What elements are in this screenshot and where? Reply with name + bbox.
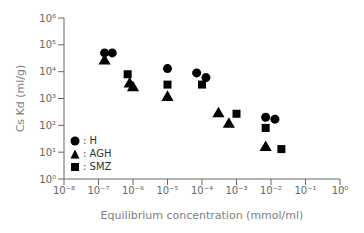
- svg-text:10⁴: 10⁴: [39, 66, 56, 77]
- svg-text:10⁻⁸: 10⁻⁸: [53, 185, 75, 196]
- svg-text:10⁻⁵: 10⁻⁵: [156, 185, 178, 196]
- html-text:: SMZ: : SMZ: [83, 161, 112, 172]
- svg-text:10⁻³: 10⁻³: [225, 185, 247, 196]
- svg-text:10⁻⁷: 10⁻⁷: [87, 185, 109, 196]
- svg-text:10⁰: 10⁰: [39, 174, 56, 185]
- svg-text:10⁶: 10⁶: [39, 13, 56, 24]
- svg-text:10⁻¹: 10⁻¹: [294, 185, 316, 196]
- svg-text:10⁵: 10⁵: [39, 39, 56, 50]
- svg-text:10²: 10²: [39, 120, 56, 131]
- svg-text:10⁻⁴: 10⁻⁴: [191, 185, 213, 196]
- svg-text:10³: 10³: [39, 93, 56, 104]
- svg-text:Equilibrium concentration (mmo: Equilibrium concentration (mmol/ml): [101, 209, 304, 222]
- svg-text:10⁻⁶: 10⁻⁶: [122, 185, 144, 196]
- svg-text:Cs Kd (ml/g): Cs Kd (ml/g): [14, 65, 27, 133]
- html-text:: H: : H: [83, 135, 98, 146]
- svg-text:10⁰: 10⁰: [332, 185, 349, 196]
- svg-text:10⁻²: 10⁻²: [260, 185, 282, 196]
- html-text:: AGH: : AGH: [83, 148, 112, 159]
- svg-text:10¹: 10¹: [39, 147, 56, 158]
